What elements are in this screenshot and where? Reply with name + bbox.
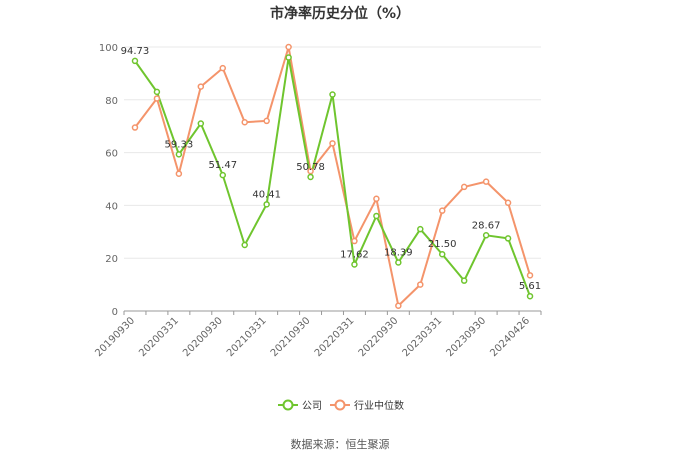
data-label: 51.47 [208,160,237,171]
company-data-point [131,57,139,65]
x-tick-label: 20240426 [488,315,532,359]
chart-title: 市净率历史分位（%） [269,6,411,22]
legend-industry-marker [334,399,346,411]
industry-data-point [153,95,161,102]
x-tick-label: 20210930 [269,315,313,359]
company-data-point [307,173,314,181]
company-data-point [351,261,358,268]
industry-data-point [175,170,183,177]
data-points [131,43,534,309]
x-tick-label: 20220331 [313,315,357,359]
industry-data-point [197,83,205,90]
data-label: 94.73 [121,46,150,57]
industry-data-point [460,183,468,191]
legend-industry-label: 行业中位数 [354,399,404,412]
y-tick-label: 80 [105,96,118,107]
data-label: 59.33 [165,139,194,150]
y-tick-label: 20 [105,254,118,265]
industry-data-point [504,199,512,207]
company-data-point [329,91,336,98]
industry-data-point [526,272,534,279]
industry-data-point [395,302,402,309]
company-data-point [395,259,402,266]
y-tick-label: 40 [105,201,118,212]
data-label: 40.41 [252,189,281,200]
industry-data-point [131,124,139,131]
company-data-point [219,171,227,179]
industry-data-point [219,64,227,72]
x-tick-label: 20230331 [401,315,445,359]
industry-data-point [351,237,358,245]
company-data-point [197,120,205,127]
source-note: 数据来源：恒生聚源 [290,438,390,451]
x-tick-label: 20190930 [93,315,137,359]
company-data-point [285,54,292,61]
x-tick-label: 20210331 [225,315,269,359]
company-data-point [241,241,248,249]
data-label: 50.78 [296,162,325,173]
y-tick-label: 0 [112,307,118,318]
industry-data-point [263,117,270,125]
industry-data-point [482,178,490,185]
company-data-point [373,212,380,220]
y-tick-label: 60 [105,149,118,160]
industry-data-point [307,167,314,175]
company-data-point [438,250,446,258]
company-data-point [482,232,490,239]
company-data-point [526,292,534,300]
series-lines [134,46,531,307]
data-label: 21.50 [428,239,457,250]
legend-company-label: 公司 [302,401,322,412]
company-data-point [504,235,512,242]
company-data-point [153,88,161,96]
y-tick-label: 100 [99,43,118,54]
legend: 公司 行业中位数 [278,399,404,412]
industry-data-point [417,281,424,288]
industry-data-point [438,207,446,214]
industry-data-point [373,195,380,203]
x-tick-label: 20200331 [137,315,181,359]
industry-data-point [329,140,336,147]
company-data-point [417,225,424,233]
x-tick-label: 20200930 [181,315,225,359]
data-label: 28.67 [472,220,501,231]
company-data-point [263,201,270,208]
x-tick-label: 20220930 [357,315,401,359]
company-data-point [460,277,468,284]
data-label: 17.62 [340,249,369,260]
data-label: 18.39 [384,247,413,258]
data-labels: 94.73 59.33 51.47 40.41 50.78 17.62 18.39 21.50… [121,46,542,292]
legend-company-marker [282,399,294,411]
data-label: 5.61 [519,281,541,292]
industry-data-point [241,118,248,126]
x-tick-label: 20230930 [444,315,488,359]
industry-data-point [285,43,292,51]
company-data-point [175,151,183,158]
